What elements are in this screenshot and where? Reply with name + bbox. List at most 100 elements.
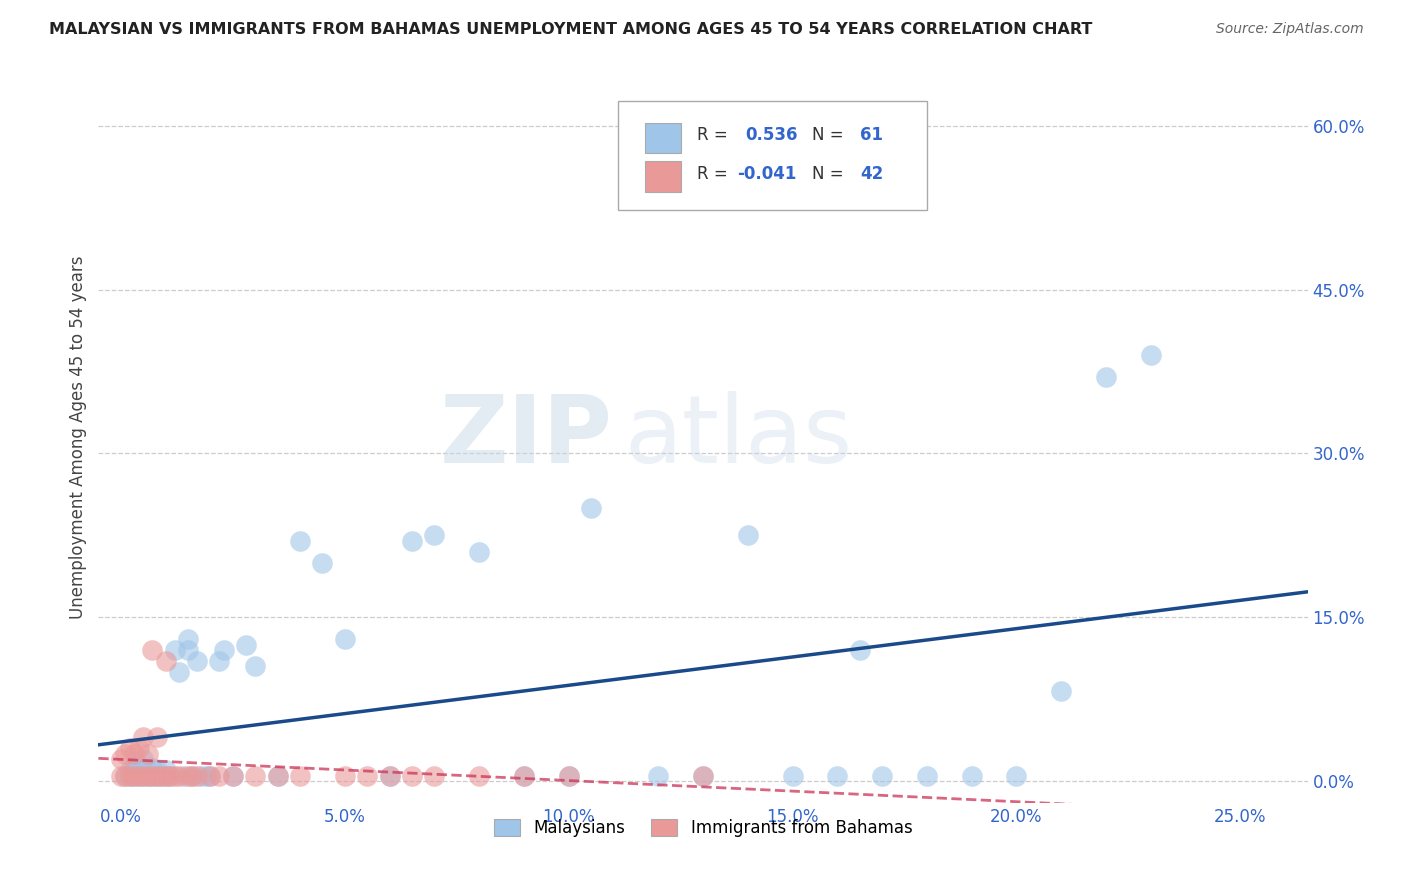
Point (141, 768, 163, 782)
Point (159, 768, 181, 782)
Point (222, 768, 245, 782)
Point (960, 768, 983, 782)
Point (181, 768, 204, 782)
Point (200, 768, 222, 782)
Text: R =: R = (697, 165, 733, 183)
Point (401, 533, 423, 548)
Point (136, 763, 159, 777)
Text: 0.536: 0.536 (745, 127, 797, 145)
Point (128, 757, 150, 772)
Point (167, 768, 190, 782)
Point (848, 643, 870, 657)
Point (1095, 370, 1118, 384)
Point (692, 768, 714, 782)
Point (118, 763, 141, 777)
Point (145, 768, 167, 782)
Point (1140, 348, 1163, 362)
Text: R =: R = (697, 127, 733, 145)
Point (173, 768, 195, 782)
Legend: Malaysians, Immigrants from Bahamas: Malaysians, Immigrants from Bahamas (485, 811, 921, 846)
Text: MALAYSIAN VS IMMIGRANTS FROM BAHAMAS UNEMPLOYMENT AMONG AGES 45 TO 54 YEARS CORR: MALAYSIAN VS IMMIGRANTS FROM BAHAMAS UNE… (49, 22, 1092, 37)
Point (136, 747, 159, 761)
Point (208, 654, 231, 668)
Point (122, 768, 145, 782)
Text: N =: N = (811, 165, 849, 183)
FancyBboxPatch shape (619, 101, 927, 211)
Text: 42: 42 (860, 165, 883, 183)
Point (122, 747, 145, 761)
Point (177, 632, 200, 646)
Point (186, 768, 208, 782)
Point (132, 768, 155, 782)
Point (145, 731, 167, 745)
Point (266, 768, 288, 782)
Point (150, 768, 173, 782)
Point (186, 654, 208, 668)
Point (128, 765, 150, 780)
Text: N =: N = (811, 127, 849, 145)
Point (423, 768, 446, 782)
Point (128, 768, 150, 782)
Text: 61: 61 (860, 127, 883, 145)
Point (150, 768, 173, 782)
Point (557, 768, 579, 782)
Point (579, 501, 602, 516)
Point (190, 768, 212, 782)
Point (401, 768, 423, 782)
Point (212, 643, 235, 657)
Point (118, 768, 141, 782)
Point (468, 768, 491, 782)
Point (128, 768, 150, 782)
Point (141, 761, 163, 775)
Point (145, 768, 167, 782)
Point (177, 768, 200, 782)
FancyBboxPatch shape (645, 161, 682, 192)
Point (647, 768, 669, 782)
Point (782, 768, 804, 782)
Point (222, 768, 245, 782)
Point (114, 747, 136, 761)
Point (159, 768, 181, 782)
Point (468, 545, 491, 559)
Point (737, 528, 759, 542)
Point (141, 643, 163, 657)
Point (118, 768, 141, 782)
Point (155, 654, 177, 668)
Point (122, 765, 145, 780)
Point (235, 638, 257, 652)
Point (333, 632, 356, 646)
Point (141, 768, 163, 782)
Point (132, 731, 155, 745)
Point (110, 768, 132, 782)
Point (243, 768, 266, 782)
Y-axis label: Unemployment Among Ages 45 to 54 years: Unemployment Among Ages 45 to 54 years (69, 255, 87, 619)
Point (208, 768, 231, 782)
Point (200, 768, 222, 782)
FancyBboxPatch shape (645, 122, 682, 153)
Point (122, 761, 145, 775)
Point (177, 643, 200, 657)
Point (311, 556, 333, 570)
Point (557, 768, 579, 782)
Text: Source: ZipAtlas.com: Source: ZipAtlas.com (1216, 22, 1364, 37)
Point (167, 665, 190, 679)
Point (827, 768, 849, 782)
Text: ZIP: ZIP (440, 391, 613, 483)
Point (110, 752, 132, 766)
Point (132, 763, 155, 777)
Point (333, 768, 356, 782)
Point (155, 768, 177, 782)
Point (194, 768, 217, 782)
Point (181, 768, 204, 782)
Point (155, 763, 177, 777)
Point (513, 768, 536, 782)
Point (356, 768, 378, 782)
Text: atlas: atlas (624, 391, 852, 483)
Point (118, 741, 141, 756)
Point (114, 768, 136, 782)
Point (163, 768, 186, 782)
Point (288, 768, 311, 782)
Point (136, 768, 159, 782)
Point (915, 768, 938, 782)
Point (692, 768, 714, 782)
